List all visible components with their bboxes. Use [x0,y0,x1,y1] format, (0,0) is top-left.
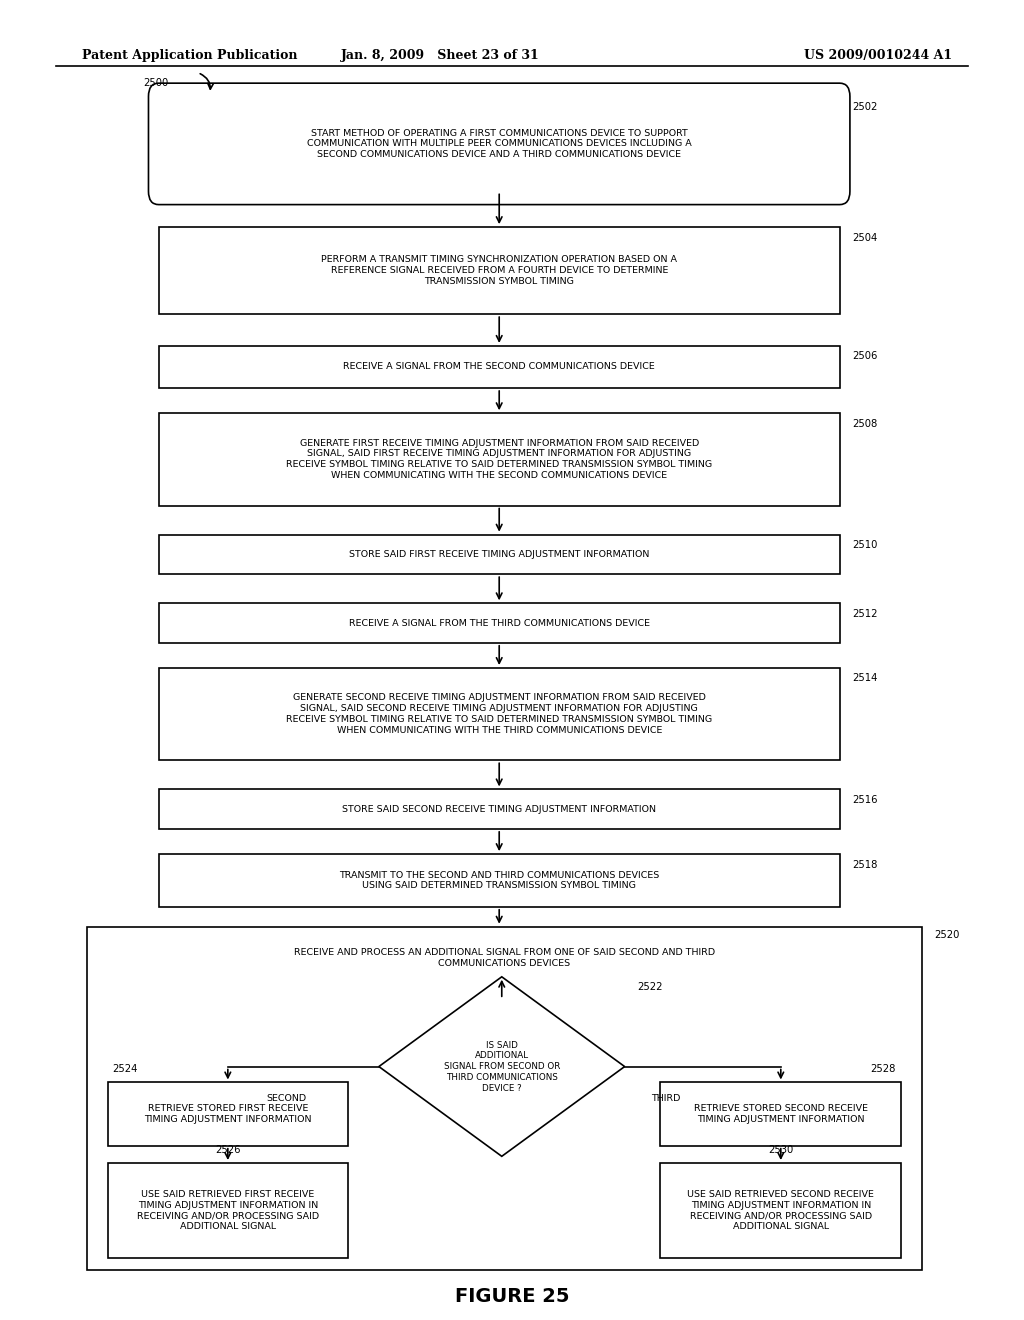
Text: PERFORM A TRANSMIT TIMING SYNCHRONIZATION OPERATION BASED ON A
REFERENCE SIGNAL : PERFORM A TRANSMIT TIMING SYNCHRONIZATIO… [322,255,677,286]
Text: STORE SAID SECOND RECEIVE TIMING ADJUSTMENT INFORMATION: STORE SAID SECOND RECEIVE TIMING ADJUSTM… [342,805,656,813]
Text: 2512: 2512 [852,609,878,619]
Text: USE SAID RETRIEVED FIRST RECEIVE
TIMING ADJUSTMENT INFORMATION IN
RECEIVING AND/: USE SAID RETRIEVED FIRST RECEIVE TIMING … [137,1189,318,1232]
Text: GENERATE FIRST RECEIVE TIMING ADJUSTMENT INFORMATION FROM SAID RECEIVED
SIGNAL, : GENERATE FIRST RECEIVE TIMING ADJUSTMENT… [286,438,713,480]
Text: START METHOD OF OPERATING A FIRST COMMUNICATIONS DEVICE TO SUPPORT
COMMUNICATION: START METHOD OF OPERATING A FIRST COMMUN… [307,128,691,160]
Text: 2518: 2518 [852,859,878,870]
Text: THIRD: THIRD [651,1094,680,1102]
Bar [159,227,840,314]
Text: 2502: 2502 [852,102,878,112]
Text: 2506: 2506 [852,351,878,362]
Text: TRANSMIT TO THE SECOND AND THIRD COMMUNICATIONS DEVICES
USING SAID DETERMINED TR: TRANSMIT TO THE SECOND AND THIRD COMMUNI… [339,871,659,890]
Text: SECOND: SECOND [266,1094,307,1102]
Text: RETRIEVE STORED FIRST RECEIVE
TIMING ADJUSTMENT INFORMATION: RETRIEVE STORED FIRST RECEIVE TIMING ADJ… [144,1105,311,1123]
FancyBboxPatch shape [148,83,850,205]
Bar [108,1163,348,1258]
Text: 2500: 2500 [143,78,169,88]
Bar [660,1163,901,1258]
Text: RETRIEVE STORED SECOND RECEIVE
TIMING ADJUSTMENT INFORMATION: RETRIEVE STORED SECOND RECEIVE TIMING AD… [694,1105,867,1123]
Text: IS SAID
ADDITIONAL
SIGNAL FROM SECOND OR
THIRD COMMUNICATIONS
DEVICE ?: IS SAID ADDITIONAL SIGNAL FROM SECOND OR… [443,1040,560,1093]
Bar [159,789,840,829]
Bar [87,927,922,1270]
Text: 2516: 2516 [852,795,878,805]
Text: Jan. 8, 2009   Sheet 23 of 31: Jan. 8, 2009 Sheet 23 of 31 [341,49,540,62]
Bar [159,668,840,760]
Polygon shape [379,977,625,1156]
Text: USE SAID RETRIEVED SECOND RECEIVE
TIMING ADJUSTMENT INFORMATION IN
RECEIVING AND: USE SAID RETRIEVED SECOND RECEIVE TIMING… [687,1189,874,1232]
Text: 2508: 2508 [852,418,878,429]
Bar [159,854,840,907]
Text: 2514: 2514 [852,673,878,684]
Text: 2526: 2526 [215,1144,241,1155]
Bar [159,346,840,388]
Text: 2510: 2510 [852,540,878,550]
Bar [108,1082,348,1146]
Text: Patent Application Publication: Patent Application Publication [82,49,297,62]
Text: RECEIVE AND PROCESS AN ADDITIONAL SIGNAL FROM ONE OF SAID SECOND AND THIRD
COMMU: RECEIVE AND PROCESS AN ADDITIONAL SIGNAL… [294,949,715,968]
Text: 2522: 2522 [637,982,663,993]
Text: STORE SAID FIRST RECEIVE TIMING ADJUSTMENT INFORMATION: STORE SAID FIRST RECEIVE TIMING ADJUSTME… [349,550,649,558]
Text: RECEIVE A SIGNAL FROM THE SECOND COMMUNICATIONS DEVICE: RECEIVE A SIGNAL FROM THE SECOND COMMUNI… [343,363,655,371]
Text: RECEIVE A SIGNAL FROM THE THIRD COMMUNICATIONS DEVICE: RECEIVE A SIGNAL FROM THE THIRD COMMUNIC… [349,619,649,627]
Text: 2524: 2524 [113,1064,138,1074]
Text: FIGURE 25: FIGURE 25 [455,1287,569,1305]
Bar [159,603,840,643]
Text: 2520: 2520 [934,929,959,940]
Text: 2528: 2528 [870,1064,896,1074]
Bar [660,1082,901,1146]
Text: 2504: 2504 [852,232,878,243]
Bar [159,413,840,506]
Text: 2530: 2530 [768,1144,794,1155]
Text: US 2009/0010244 A1: US 2009/0010244 A1 [804,49,952,62]
Text: GENERATE SECOND RECEIVE TIMING ADJUSTMENT INFORMATION FROM SAID RECEIVED
SIGNAL,: GENERATE SECOND RECEIVE TIMING ADJUSTMEN… [286,693,713,735]
Bar [159,535,840,574]
